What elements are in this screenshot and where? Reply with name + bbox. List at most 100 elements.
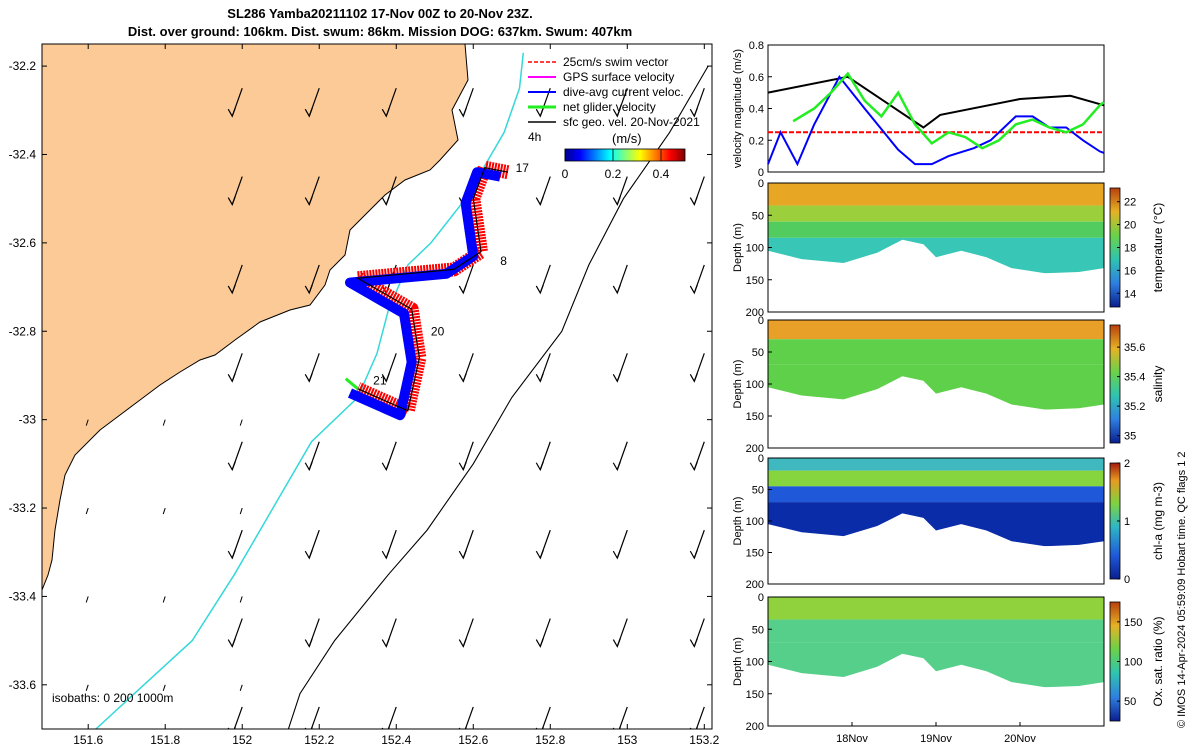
land-polygon (42, 44, 469, 591)
map-y-tick-label: -32.6 (9, 236, 37, 250)
panel-y-tick-label: 0 (758, 178, 764, 190)
isobath-200m (95, 52, 525, 729)
sfc-velocity-arrow-small (162, 507, 166, 515)
chla-section-panel: 0 50 100 150 200 Depth (m) 0 1 2 chl-a (mg m-3) (732, 453, 1165, 591)
section-layer (768, 364, 1104, 410)
map-x-tick-label: 152 (232, 733, 252, 747)
section-layer (768, 458, 1104, 471)
sfc-velocity-arrow-small (162, 684, 166, 691)
map-y-tick-label: -32.4 (9, 147, 37, 161)
track-day-label: 20 (431, 325, 445, 339)
section-layer (768, 642, 1104, 688)
map-x-tick-label: 152.6 (458, 733, 488, 747)
colorbar-tick-label: 100 (1124, 657, 1142, 669)
panel-y-tick-label: 150 (746, 548, 764, 560)
sfc-velocity-arrowhead (227, 638, 236, 648)
panel-y-label: Depth (m) (732, 497, 744, 546)
map-y-tick-label: -32.8 (9, 324, 37, 338)
panel-y-tick-label: 200 (746, 307, 764, 319)
sfc-velocity-arrowhead (227, 461, 236, 472)
map-x-tick-label: 151.6 (73, 733, 103, 747)
sfc-velocity-arrowhead (612, 373, 621, 383)
sfc-velocity-arrowhead (458, 549, 467, 560)
sfc-velocity-arrow-small (85, 684, 89, 691)
sfc-velocity-arrowhead (689, 196, 698, 206)
colorbar-tick-label: 35.2 (1124, 401, 1145, 413)
panel-y-tick-label: 0 (758, 167, 764, 179)
panel-y-tick-label: 200 (746, 721, 764, 733)
sfc-velocity-arrowhead (304, 373, 313, 383)
velocity-colorbar (564, 148, 686, 162)
map-y-tick-label: -33.6 (9, 678, 37, 692)
sfc-velocity-arrowhead (304, 461, 313, 472)
colorbar-tick-label: 14 (1124, 288, 1136, 300)
sfc-velocity-arrowhead (227, 196, 236, 206)
time-x-tick-label: 20Nov (1004, 733, 1036, 745)
panel-y-tick-label: 150 (746, 275, 764, 287)
sfc-velocity-arrow-small (239, 507, 243, 515)
sfc-velocity-arrowhead (458, 461, 467, 472)
sfc-velocity-arrow (387, 706, 397, 729)
section-data (768, 183, 1104, 274)
sfc-velocity-arrowhead (304, 196, 313, 206)
section-data (768, 458, 1104, 547)
colorbar-tick-label: 0.2 (605, 167, 622, 181)
sfc-velocity-arrow (695, 706, 705, 729)
sfc-velocity-arrowhead (535, 284, 544, 295)
colorbar-tick-label: 18 (1124, 243, 1136, 255)
sfc-velocity-arrowhead (689, 373, 698, 383)
sfc-velocity-arrowhead (689, 284, 698, 295)
sfc-velocity-arrowhead (227, 373, 236, 383)
colorbar-tick-label: 150 (1124, 617, 1142, 629)
colorbar-tick-label: 2 (1124, 458, 1130, 470)
panel-y-tick-label: 100 (746, 379, 764, 391)
sfc-velocity-arrowhead (612, 196, 621, 206)
sfc-velocity-arrow-small (85, 507, 89, 515)
sfc-velocity-arrowhead (535, 461, 544, 472)
velocity-series (767, 75, 1105, 129)
colorbar-tick-label: 20 (1124, 220, 1136, 232)
colorbar-tick-label: 0 (562, 167, 569, 181)
sfc-velocity-arrow (541, 706, 551, 729)
colorbar-tick-label: 35.6 (1124, 342, 1145, 354)
track-day-label: 17 (516, 161, 530, 175)
sfc-velocity-arrow (464, 706, 474, 729)
section-data (768, 320, 1104, 410)
time-x-tick-label: 19Nov (920, 733, 952, 745)
isobath-1000m (287, 65, 709, 729)
isobath-label: isobaths: 0 200 1000m (52, 691, 173, 705)
colorbar-label: temperature (°C) (1151, 203, 1165, 293)
sfc-velocity-arrowhead (381, 196, 390, 206)
panel-y-tick-label: 50 (752, 624, 764, 636)
map-y-tick-label: -32.2 (9, 59, 37, 73)
sfc-velocity-arrow (233, 706, 243, 729)
velocity-magnitude-panel: 0 0.2 0.4 0.6 0.8 velocity magnitude (m/s) (732, 40, 1105, 179)
panel-frame (767, 44, 1105, 173)
sfc-velocity-arrow-small (162, 596, 166, 603)
panel-y-tick-label: 50 (752, 347, 764, 359)
sfc-velocity-arrowhead (689, 638, 698, 648)
sfc-velocity-arrowhead (304, 107, 313, 118)
sfc-velocity-arrowhead (535, 373, 544, 383)
time-x-tick-label: 18Nov (836, 733, 868, 745)
map-x-tick-label: 151.8 (150, 733, 180, 747)
sfc-geo-velocity-arrows (85, 87, 705, 729)
sfc-velocity-arrowhead (689, 461, 698, 472)
sfc-velocity-arrowhead (227, 107, 236, 118)
map-frame (41, 43, 713, 730)
map-y-tick-label: -33.4 (9, 589, 37, 603)
colorbar-tick-label: 35 (1124, 431, 1136, 443)
section-data (768, 597, 1104, 688)
panel-y-tick-label: 150 (746, 411, 764, 423)
section-layer (768, 619, 1104, 643)
sfc-velocity-arrowhead (304, 549, 313, 560)
panel-y-tick-label: 50 (752, 485, 764, 497)
velocity-series (767, 74, 1105, 167)
colorbar-tick-label: 50 (1124, 696, 1136, 708)
sfc-velocity-arrowhead (612, 461, 621, 472)
panel-y-tick-label: 0.6 (749, 72, 764, 84)
panel-y-tick-label: 0.2 (749, 135, 764, 147)
sfc-velocity-arrowhead (612, 638, 621, 648)
colorbar-tick-label: 35.4 (1124, 372, 1145, 384)
sfc-velocity-arrowhead (227, 284, 236, 295)
